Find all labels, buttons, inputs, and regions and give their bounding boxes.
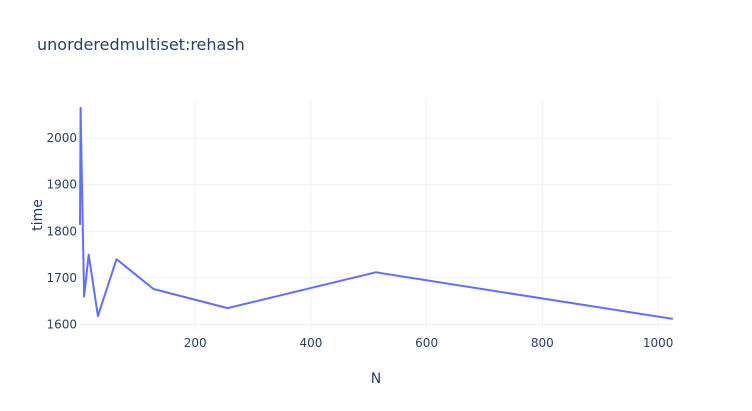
series-line xyxy=(79,106,673,320)
x-tick-label: 200 xyxy=(184,336,207,350)
chart-title: unorderedmultiset:rehash xyxy=(37,35,245,54)
x-tick-label: 800 xyxy=(531,336,554,350)
y-tick-label: 1600 xyxy=(46,317,77,331)
data-point xyxy=(96,314,100,318)
y-tick-label: 1800 xyxy=(46,224,77,238)
plot-area: 200 400 600 800 1000 1600 1700 1800 1900 2000 xyxy=(46,100,674,350)
x-tick-label: 400 xyxy=(299,336,322,350)
x-tick-label: 1000 xyxy=(643,336,674,350)
x-tick-label: 600 xyxy=(415,336,438,350)
data-point xyxy=(82,294,86,298)
data-point xyxy=(670,317,674,321)
data-point xyxy=(87,253,91,257)
y-tick-label: 1700 xyxy=(46,271,77,285)
data-point xyxy=(78,222,82,226)
data-point xyxy=(80,169,84,173)
data-point xyxy=(79,106,83,110)
data-point xyxy=(374,270,378,274)
data-point xyxy=(114,257,118,261)
x-axis-label: N xyxy=(371,371,381,387)
data-point xyxy=(151,287,155,291)
data-point xyxy=(226,306,230,310)
y-tick-label: 1900 xyxy=(46,178,77,192)
y-axis-label: time xyxy=(30,199,46,231)
y-tick-label: 2000 xyxy=(46,131,77,145)
